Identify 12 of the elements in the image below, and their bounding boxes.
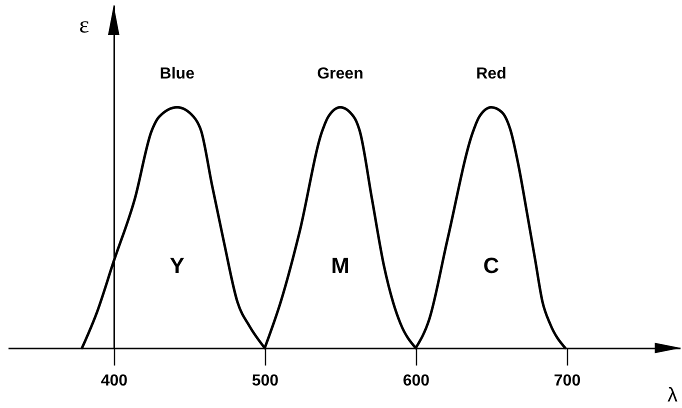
text: Blue	[160, 66, 195, 83]
series-label: M	[331, 253, 350, 278]
x-tick-label: 600	[402, 372, 430, 390]
x-tick-label: 500	[252, 372, 279, 390]
x-axis-title: λ	[668, 384, 678, 406]
series-label: C	[483, 253, 500, 278]
y-axis-title: ε	[79, 12, 90, 38]
text: Green	[317, 66, 364, 83]
x-tick-label: 400	[100, 372, 128, 390]
series-label: Y	[170, 253, 185, 278]
text: Red	[476, 66, 506, 83]
x-tick-label: 700	[554, 372, 581, 390]
